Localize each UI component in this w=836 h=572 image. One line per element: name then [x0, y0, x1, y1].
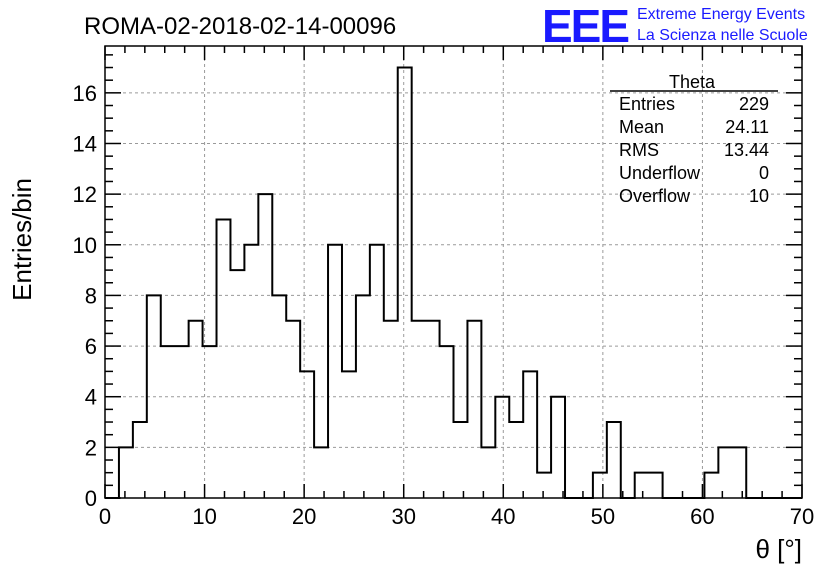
stats-value: 229: [739, 94, 769, 114]
logo-line-2: La Scienza nelle Scuole: [637, 27, 808, 44]
stats-title: Theta: [669, 72, 716, 92]
histogram-bin: [718, 447, 732, 498]
histogram-bin: [523, 371, 537, 498]
histogram-bin: [370, 245, 384, 498]
histogram-bin: [258, 194, 272, 498]
histogram-bin: [426, 321, 440, 498]
histogram-bin: [440, 346, 454, 498]
histogram-bin: [189, 321, 203, 498]
plot-frame: [104, 45, 803, 499]
histogram-bin: [230, 270, 244, 498]
logo-mark: EEE: [542, 0, 628, 52]
histogram-bars: [105, 66, 802, 499]
histogram-bin: [481, 447, 495, 498]
x-tick-label: 0: [99, 504, 111, 529]
x-tick-label: 50: [591, 504, 615, 529]
y-tick-label: 10: [73, 233, 97, 258]
x-tick-label: 20: [292, 504, 316, 529]
x-tick-label: 40: [491, 504, 515, 529]
y-tick-label: 8: [85, 283, 97, 308]
histogram-bin: [286, 321, 300, 498]
stats-label: Mean: [619, 117, 664, 137]
histogram-bin: [732, 447, 746, 498]
x-tick-label: 10: [192, 504, 216, 529]
histogram-bin: [217, 219, 231, 498]
histogram-bin: [398, 68, 412, 498]
grid-lines: [105, 46, 802, 498]
histogram-bin: [509, 422, 523, 498]
x-tick-label: 30: [391, 504, 415, 529]
histogram-bin: [537, 473, 551, 498]
histogram-bin: [161, 346, 175, 498]
histogram-bin: [593, 473, 607, 498]
stats-label: RMS: [619, 140, 659, 160]
stats-rows: Entries 229 Mean 24.11 RMS 13.44 Underflow 0 Ove…: [619, 94, 769, 206]
y-tick-label: 14: [73, 131, 97, 156]
histogram-bin: [119, 447, 133, 498]
stats-label: Entries: [619, 94, 675, 114]
stats-label: Underflow: [619, 163, 701, 183]
histogram-bin: [384, 321, 398, 498]
logo-line-1: Extreme Energy Events: [637, 6, 805, 23]
y-axis-title: Entries/bin: [7, 178, 37, 301]
y-tick-label: 4: [85, 385, 97, 410]
x-tick-label: 70: [790, 504, 814, 529]
histogram-bin: [133, 422, 147, 498]
axis-ticks: [104, 46, 803, 499]
y-tick-label: 6: [85, 334, 97, 359]
stats-value: 0: [759, 163, 769, 183]
eee-logo: EEE Extreme Energy Events La Scienza nel…: [542, 0, 808, 52]
histogram-bin: [649, 473, 663, 498]
histogram-bin: [175, 346, 189, 498]
y-tick-label: 16: [73, 81, 97, 106]
chart-title: ROMA-02-2018-02-14-00096: [84, 13, 396, 40]
histogram-bin: [342, 371, 356, 498]
y-tick-labels: 0 2 4 6 8 10 12 14 16: [73, 81, 97, 511]
y-tick-label: 2: [85, 435, 97, 460]
histogram-bin: [412, 321, 426, 498]
histogram-outline: [105, 66, 802, 499]
histogram-bin: [244, 245, 258, 498]
x-tick-label: 60: [690, 504, 714, 529]
histogram-bin: [467, 321, 481, 498]
stats-value: 13.44: [724, 140, 769, 160]
x-tick-labels: 0 10 20 30 40 50 60 70: [99, 504, 814, 529]
histogram-bin: [635, 473, 649, 498]
histogram-bin: [704, 473, 718, 498]
stats-box: Theta Entries 229 Mean 24.11 RMS 13.44 Underfl…: [610, 72, 778, 206]
stats-value: 10: [749, 186, 769, 206]
histogram-bin: [454, 422, 468, 498]
histogram-bin: [203, 346, 217, 498]
y-tick-label: 0: [85, 486, 97, 511]
histogram-bin: [300, 371, 314, 498]
stats-label: Overflow: [619, 186, 691, 206]
x-axis-title: θ [°]: [755, 534, 802, 564]
y-tick-label: 12: [73, 182, 97, 207]
histogram-bin: [607, 422, 621, 498]
stats-value: 24.11: [725, 117, 769, 137]
histogram-bin: [314, 447, 328, 498]
histogram-bin: [328, 245, 342, 498]
